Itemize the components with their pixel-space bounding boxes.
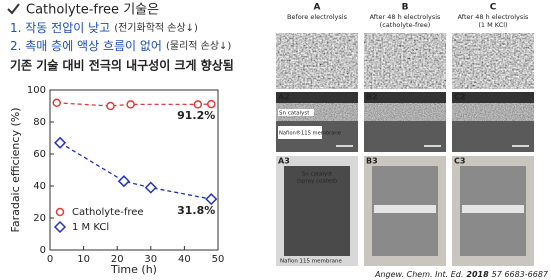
value-label: 31.8% (177, 204, 215, 217)
header: 1. 작동 전압이 낮고 (전기화학적 손상↓) 2. 촉매 층에 액상 흐름이 없… (10, 21, 234, 73)
x-tick-label: 50 (212, 254, 225, 265)
cross-section-catalyst (452, 103, 534, 121)
annotation: Sn catalyst (279, 111, 310, 117)
legend-marker (55, 207, 65, 217)
x-tick-label: 20 (111, 254, 124, 265)
title: Catholyte-free 기술은 (26, 3, 159, 18)
y-tick-label: 80 (33, 117, 46, 128)
marker (126, 100, 135, 109)
point-note: (물리적 손상↓) (166, 40, 231, 52)
panel-label: C3 (454, 157, 465, 166)
series-line (56, 102, 212, 107)
annotation: (spray coated) (297, 179, 337, 185)
marker (52, 98, 61, 108)
panel-label: B3 (366, 157, 378, 166)
column-caption: After 48 h electrolysis (370, 13, 441, 21)
chart: 0 20 40 60 80 100 0 10 20 30 40 50 Time (h) Faradaic … (9, 85, 224, 276)
citation-pages: 57 6683-6687 (492, 270, 549, 279)
column-caption: After 48 h electrolysis (458, 13, 529, 21)
cross-section-catalyst (364, 103, 446, 121)
column-caption: Before electrolysis (287, 13, 348, 21)
photo-fold (374, 205, 436, 213)
point-note: (전기화학적 손상↓) (114, 22, 198, 34)
cross-section-membrane (364, 121, 446, 152)
legend-label: 1 M KCl (72, 222, 109, 233)
citation-journal: Angew. Chem. Int. Ed. (374, 270, 463, 279)
column-label: C (490, 3, 497, 13)
marker (193, 100, 203, 109)
column-label: A (314, 3, 321, 13)
marker (117, 175, 130, 188)
point: 1. 작동 전압이 낮고 (전기화학적 손상↓) (10, 21, 198, 35)
marker (207, 99, 216, 109)
panel-label: B2 (366, 93, 378, 102)
photo-electrode (284, 166, 350, 256)
sem-top-image (452, 33, 534, 89)
legend-marker (53, 220, 67, 234)
point-text: 1. 작동 전압이 낮고 (10, 21, 110, 35)
panel-label: A2 (278, 93, 290, 102)
column-label: B (402, 3, 409, 13)
column-caption: (catholyte-free) (380, 21, 431, 29)
point-text: 2. 촉매 층에 액상 흐름이 없어 (10, 39, 162, 53)
marker (54, 136, 67, 149)
annotation-bg (278, 109, 314, 116)
photo-fold (462, 205, 524, 213)
annotation: Nafion 115 membrane (280, 259, 343, 265)
x-tick-label: 30 (144, 254, 157, 265)
value-label: 91.2% (177, 109, 215, 122)
y-tick-label: 60 (33, 149, 46, 160)
sem-top-image (364, 33, 446, 89)
plot-frame (49, 89, 219, 251)
x-tick-label: 0 (47, 254, 53, 265)
cross-section-catalyst (276, 103, 358, 121)
x-tick-label: 10 (77, 254, 90, 265)
series-line (59, 142, 212, 200)
marker (144, 181, 157, 194)
annotation-bg (278, 126, 322, 139)
x-tick-label: 40 (178, 254, 191, 265)
y-axis-label: Faradaic efficiency (%) (9, 108, 22, 233)
annotation: Nafion®115 membrane (279, 130, 341, 137)
y-tick-label: 20 (33, 213, 46, 224)
sem-top-image (276, 33, 358, 89)
check-icon (7, 3, 20, 15)
citation-year: 2018 (466, 270, 489, 279)
y-tick-label: 40 (33, 181, 46, 192)
y-tick-label: 100 (27, 85, 46, 96)
point: 2. 촉매 층에 액상 흐름이 없어 (물리적 손상↓) (10, 39, 231, 53)
panel-label: C2 (454, 93, 465, 102)
annotation: Sn catalyst (302, 172, 333, 178)
conclusion: 기존 기술 대비 전극의 내구성이 크게 향상됨 (10, 58, 234, 73)
marker (205, 193, 218, 206)
x-axis-label: Time (h) (110, 263, 157, 276)
citation: Angew. Chem. Int. Ed. 2018 57 6683-6687 (374, 270, 549, 279)
column-caption: (1 M KCl) (478, 21, 507, 29)
y-tick-label: 0 (40, 245, 46, 256)
marker (106, 101, 115, 111)
panel-label: A3 (278, 157, 290, 166)
legend-label: Catholyte-free (72, 207, 144, 218)
cross-section-membrane (452, 121, 534, 152)
